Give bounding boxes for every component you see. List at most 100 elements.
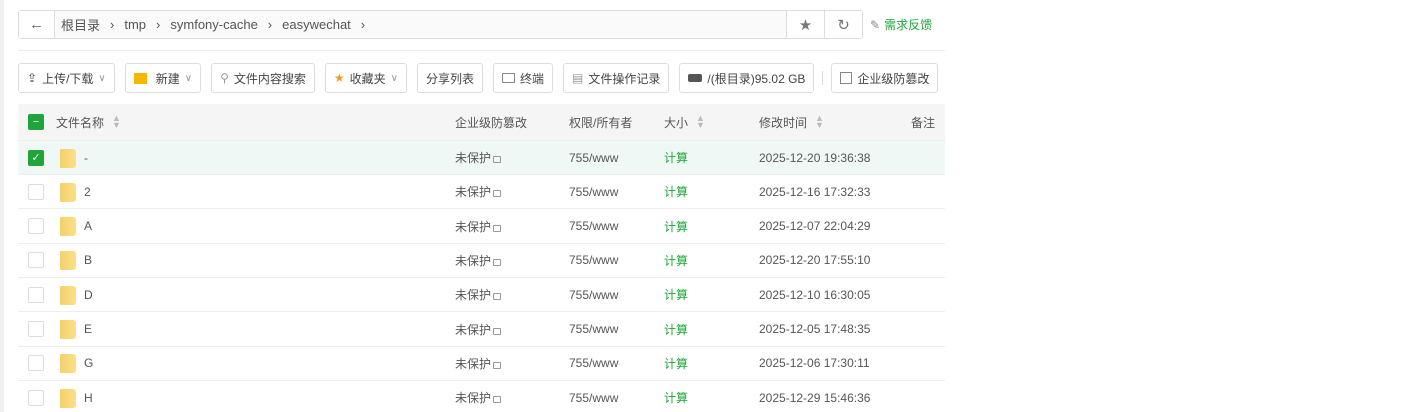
folder-icon bbox=[60, 320, 76, 339]
tamper-status[interactable]: 未保护 bbox=[455, 278, 502, 311]
table-row[interactable]: 2 未保护 755/www 计算 2025-12-16 17:32:33 bbox=[18, 175, 945, 210]
permission[interactable]: 755/www bbox=[569, 322, 619, 336]
file-name[interactable]: H bbox=[84, 390, 93, 405]
row-checkbox[interactable] bbox=[28, 183, 44, 200]
size-calc-link[interactable]: 计算 bbox=[664, 185, 689, 200]
tamper-status[interactable]: 未保护 bbox=[455, 381, 502, 412]
row-checkbox[interactable] bbox=[28, 355, 44, 372]
table-row[interactable]: D 未保护 755/www 计算 2025-12-10 16:30:05 bbox=[18, 278, 945, 313]
crumb-symfony-cache[interactable]: symfony-cache bbox=[170, 17, 258, 32]
size-calc-link[interactable]: 计算 bbox=[664, 391, 689, 406]
size-calc-link[interactable]: 计算 bbox=[664, 356, 689, 371]
tamper-status[interactable]: 未保护 bbox=[455, 347, 502, 380]
size-calc-link[interactable]: 计算 bbox=[664, 322, 689, 337]
unlock-icon bbox=[493, 258, 502, 266]
address-bar: ← 根目录 › tmp › symfony-cache › easywechat › ★… bbox=[18, 10, 863, 39]
crumb-tmp[interactable]: tmp bbox=[124, 17, 147, 32]
new-button[interactable]: 新建 ∨ bbox=[124, 63, 202, 93]
unlock-icon bbox=[493, 327, 502, 335]
size-calc-link[interactable]: 计算 bbox=[664, 219, 689, 234]
col-note: 备注 bbox=[911, 115, 936, 130]
search-icon: ⚲ bbox=[220, 71, 229, 85]
tamper-status[interactable]: 未保护 bbox=[455, 175, 502, 208]
modified-time: 2025-12-20 19:36:38 bbox=[759, 150, 871, 165]
table-row[interactable]: E 未保护 755/www 计算 2025-12-05 17:48:35 bbox=[18, 313, 945, 347]
unlock-icon bbox=[493, 361, 502, 369]
modified-time: 2025-12-16 17:32:33 bbox=[759, 184, 871, 199]
file-name[interactable]: G bbox=[84, 356, 94, 371]
row-checkbox[interactable]: ✓ bbox=[28, 149, 44, 166]
modified-time: 2025-12-20 17:55:10 bbox=[759, 253, 871, 268]
refresh-icon[interactable]: ↻ bbox=[824, 11, 862, 38]
row-checkbox[interactable] bbox=[28, 252, 44, 269]
divider bbox=[18, 50, 945, 51]
chevron-right-icon: › bbox=[267, 17, 273, 32]
tamper-status[interactable]: 未保护 bbox=[455, 210, 502, 243]
path-input[interactable] bbox=[369, 11, 786, 38]
row-checkbox[interactable] bbox=[28, 389, 44, 406]
back-button[interactable]: ← bbox=[19, 11, 55, 38]
file-name[interactable]: - bbox=[84, 150, 88, 165]
permission[interactable]: 755/www bbox=[569, 287, 619, 302]
size-calc-link[interactable]: 计算 bbox=[664, 151, 689, 165]
permission[interactable]: 755/www bbox=[569, 184, 619, 199]
chevron-down-icon: ∨ bbox=[390, 72, 398, 84]
size-calc-link[interactable]: 计算 bbox=[664, 253, 689, 268]
star-icon[interactable]: ★ bbox=[786, 11, 824, 38]
col-name[interactable]: 文件名称 ▲ ▼ bbox=[56, 113, 121, 130]
permission[interactable]: 755/www bbox=[569, 219, 619, 234]
file-name[interactable]: E bbox=[84, 322, 93, 336]
disk-button[interactable]: /(根目录)95.02 GB bbox=[679, 63, 815, 93]
file-name[interactable]: D bbox=[84, 287, 93, 302]
tamper-status[interactable]: 未保护 bbox=[455, 313, 502, 346]
table-header: − 文件名称 ▲ ▼ 企业级防篡改 权限/所有者 大小 ▲ ▼ 修改时间 ▲ ▼ 备注 bbox=[18, 104, 945, 141]
table-row[interactable]: B 未保护 755/www 计算 2025-12-20 17:55:10 bbox=[18, 244, 945, 278]
select-all-checkbox[interactable]: − bbox=[28, 114, 44, 130]
favorites-button[interactable]: ★ 收藏夹 ∨ bbox=[324, 63, 407, 93]
folder-icon bbox=[60, 285, 76, 305]
permission[interactable]: 755/www bbox=[569, 356, 619, 371]
col-mtime[interactable]: 修改时间 ▲ ▼ bbox=[759, 113, 824, 130]
folder-icon bbox=[60, 388, 76, 408]
table-row[interactable]: H 未保护 755/www 计算 2025-12-29 15:46:36 bbox=[18, 381, 945, 412]
content-search-button[interactable]: ⚲ 文件内容搜索 bbox=[211, 63, 315, 93]
modified-time: 2025-12-06 17:30:11 bbox=[759, 356, 870, 371]
file-name[interactable]: 2 bbox=[84, 184, 91, 199]
table-row[interactable]: ✓ - 未保护 755/www 计算 2025-12-20 19:36:38 bbox=[18, 141, 945, 175]
chevron-right-icon: › bbox=[360, 17, 366, 32]
terminal-icon bbox=[502, 73, 516, 83]
table-row[interactable]: G 未保护 755/www 计算 2025-12-06 17:30:11 bbox=[18, 347, 945, 381]
operation-log-button[interactable]: ▤ 文件操作记录 bbox=[563, 63, 670, 93]
feedback-link[interactable]: ✎ 需求反馈 bbox=[870, 17, 933, 33]
upload-download-button[interactable]: ⇪ 上传/下载 ∨ bbox=[18, 63, 115, 93]
table-row[interactable]: A 未保护 755/www 计算 2025-12-07 22:04:29 bbox=[18, 210, 945, 244]
row-checkbox[interactable] bbox=[28, 286, 44, 303]
permission[interactable]: 755/www bbox=[569, 390, 619, 405]
col-size[interactable]: 大小 ▲ ▼ bbox=[664, 113, 705, 130]
share-list-button[interactable]: 分享列表 bbox=[417, 63, 484, 93]
file-name[interactable]: B bbox=[84, 253, 93, 268]
modified-time: 2025-12-29 15:46:36 bbox=[759, 390, 871, 405]
folder-icon bbox=[60, 251, 76, 271]
col-perm: 权限/所有者 bbox=[569, 115, 633, 130]
tamper-status[interactable]: 未保护 bbox=[455, 141, 502, 174]
sort-icon: ▲ ▼ bbox=[815, 113, 824, 130]
file-name[interactable]: A bbox=[84, 219, 93, 234]
crumb-root[interactable]: 根目录 bbox=[61, 18, 101, 33]
crumb-easywechat[interactable]: easywechat bbox=[282, 17, 351, 32]
permission[interactable]: 755/www bbox=[569, 253, 619, 268]
tamper-status[interactable]: 未保护 bbox=[455, 244, 502, 277]
unlock-icon bbox=[493, 190, 502, 198]
star-icon: ★ bbox=[333, 71, 345, 85]
upload-icon: ⇪ bbox=[27, 71, 38, 85]
tamper-protection-button[interactable]: 企业级防篡改 bbox=[831, 63, 939, 93]
disk-icon bbox=[688, 74, 703, 82]
row-checkbox[interactable] bbox=[28, 218, 44, 235]
size-calc-link[interactable]: 计算 bbox=[664, 288, 689, 303]
sort-icon: ▲ ▼ bbox=[696, 113, 705, 130]
permission[interactable]: 755/www bbox=[569, 150, 619, 165]
row-checkbox[interactable] bbox=[28, 321, 44, 337]
shield-doc-icon bbox=[840, 72, 853, 84]
chevron-down-icon: ∨ bbox=[184, 72, 193, 84]
terminal-button[interactable]: 终端 bbox=[493, 63, 554, 93]
